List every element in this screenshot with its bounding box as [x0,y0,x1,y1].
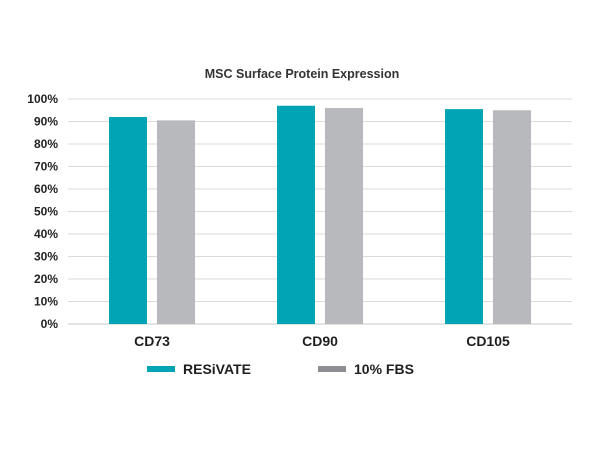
y-tick-label: 100% [27,92,58,106]
x-tick-label: CD73 [134,333,170,349]
bar-cd90-resivate [277,105,315,324]
y-tick-label: 80% [34,137,58,151]
chart-title: MSC Surface Protein Expression [205,67,400,81]
bar-cd105-resivate [445,109,483,324]
legend-label-fbs: 10% FBS [354,361,414,377]
legend: RESiVATE 10% FBS [147,361,414,377]
y-tick-label: 30% [34,250,58,264]
y-axis-tick-labels: 0% 10% 20% 30% 40% 50% 60% 70% 80% 90% 100% [27,92,58,331]
legend-label-resivate: RESiVATE [183,361,251,377]
x-tick-label: CD105 [466,333,510,349]
bar-cd73-fbs [157,120,195,324]
legend-swatch-fbs [318,366,346,372]
bar-cd73-resivate [109,117,147,324]
x-axis-tick-labels: CD73 CD90 CD105 [134,333,510,349]
y-tick-label: 60% [34,182,58,196]
y-tick-label: 90% [34,115,58,129]
y-tick-label: 40% [34,227,58,241]
bar-cd105-fbs [493,110,531,324]
y-tick-label: 20% [34,272,58,286]
y-tick-label: 10% [34,295,58,309]
y-tick-label: 0% [41,317,59,331]
y-tick-label: 70% [34,160,58,174]
grid-lines [68,98,572,325]
x-tick-label: CD90 [302,333,338,349]
bar-cd90-fbs [325,108,363,324]
y-tick-label: 50% [34,205,58,219]
bars [109,105,531,324]
legend-swatch-resivate [147,366,175,372]
